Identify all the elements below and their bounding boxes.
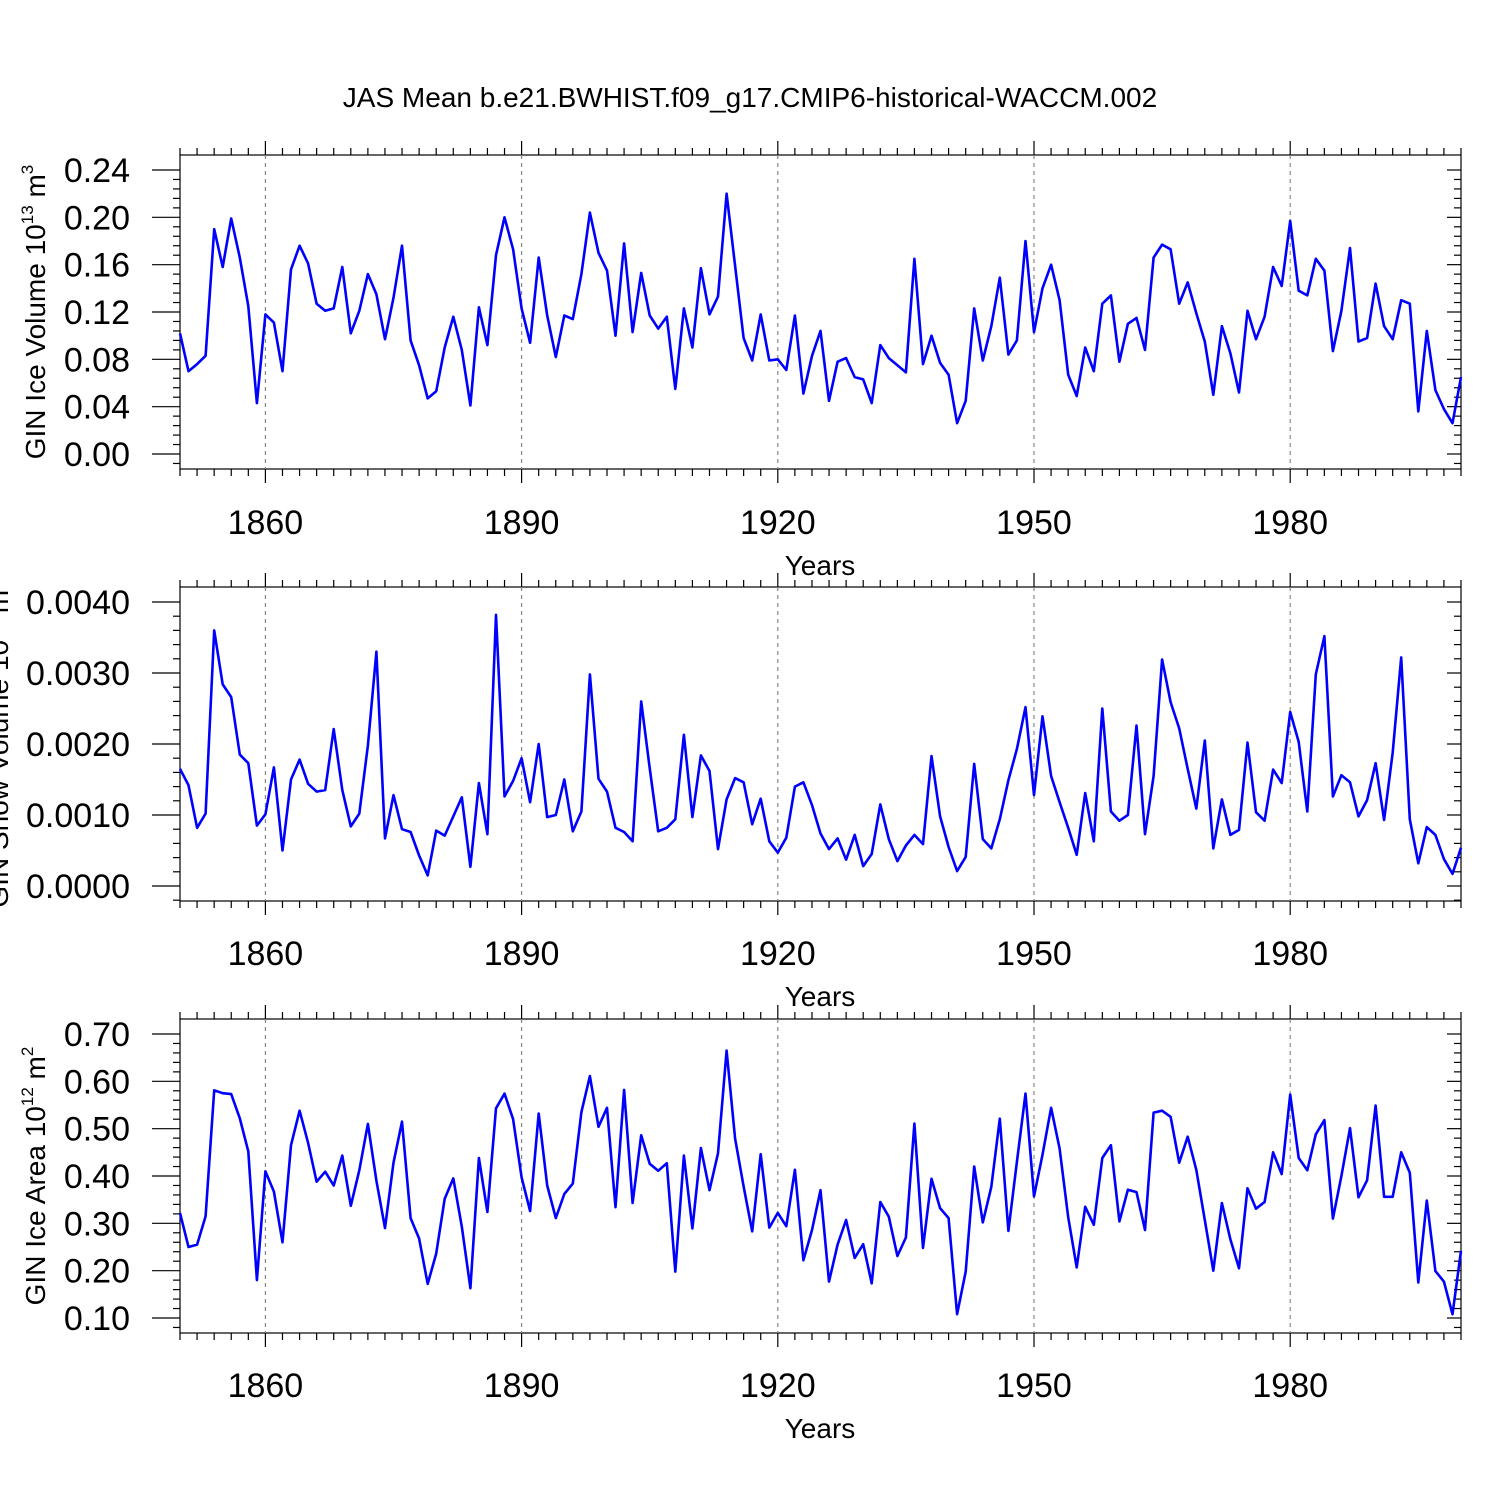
y-tick-label: 0.00	[64, 436, 130, 474]
y-tick-label: 0.12	[64, 294, 130, 332]
y-tick-label: 0.08	[64, 341, 130, 379]
x-tick-label: 1920	[740, 1367, 816, 1405]
data-series-line	[178, 1049, 1463, 1316]
x-tick-label: 1860	[228, 935, 304, 973]
y-axis-label: GIN Ice Area 1012 m2	[18, 1047, 51, 1306]
x-tick-label: 1860	[228, 1367, 304, 1405]
y-tick-label: 0.0040	[26, 584, 130, 622]
data-series-line	[178, 192, 1463, 425]
y-tick-label: 0.60	[64, 1063, 130, 1101]
figure-title: JAS Mean b.e21.BWHIST.f09_g17.CMIP6-hist…	[343, 82, 1157, 113]
y-tick-label: 0.10	[64, 1300, 130, 1338]
y-tick-label: 0.0020	[26, 726, 130, 764]
x-tick-label: 1920	[740, 504, 816, 542]
x-tick-label: 1950	[996, 1367, 1072, 1405]
chart-panel-2: 0.0000 0.0010 0.0020 0.0030 0.0040 1860 1890 19…	[0, 573, 1463, 1012]
x-axis-label: Years	[785, 981, 856, 1012]
x-tick-label: 1950	[996, 504, 1072, 542]
x-tick-label: 1920	[740, 935, 816, 973]
data-series-line	[178, 613, 1463, 877]
y-axis-label: GIN Snow Volume 1013 m3	[0, 580, 14, 907]
x-tick-label: 1980	[1252, 504, 1328, 542]
y-tick-label: 0.30	[64, 1205, 130, 1243]
panels: 0.00 0.04 0.08 0.12 0.16 0.20 0.24 1860 1890 1920…	[0, 141, 1463, 1444]
x-tick-label: 1890	[484, 504, 560, 542]
y-tick-label: 0.50	[64, 1111, 130, 1149]
y-tick-label: 0.16	[64, 247, 130, 285]
y-tick-label: 0.20	[64, 1253, 130, 1291]
x-tick-label: 1980	[1252, 935, 1328, 973]
x-tick-label: 1890	[484, 935, 560, 973]
x-tick-label: 1890	[484, 1367, 560, 1405]
y-tick-label: 0.0000	[26, 868, 130, 906]
x-tick-label: 1950	[996, 935, 1072, 973]
y-tick-label: 0.40	[64, 1158, 130, 1196]
chart-panel-3: 0.10 0.20 0.30 0.40 0.50 0.60 0.70 1860 1890 1920…	[18, 1005, 1463, 1444]
y-tick-label: 0.04	[64, 389, 130, 427]
y-axis-label: GIN Ice Volume 1013 m3	[18, 165, 51, 460]
y-tick-label: 0.70	[64, 1016, 130, 1054]
y-tick-label: 0.0010	[26, 797, 130, 835]
x-tick-label: 1980	[1252, 1367, 1328, 1405]
y-tick-label: 0.24	[64, 152, 130, 190]
chart-panel-1: 0.00 0.04 0.08 0.12 0.16 0.20 0.24 1860 1890 1920…	[18, 141, 1463, 581]
x-tick-label: 1860	[228, 504, 304, 542]
y-tick-label: 0.0030	[26, 655, 130, 693]
x-axis-label: Years	[785, 1413, 856, 1444]
x-axis-label: Years	[785, 550, 856, 581]
y-tick-label: 0.20	[64, 199, 130, 237]
